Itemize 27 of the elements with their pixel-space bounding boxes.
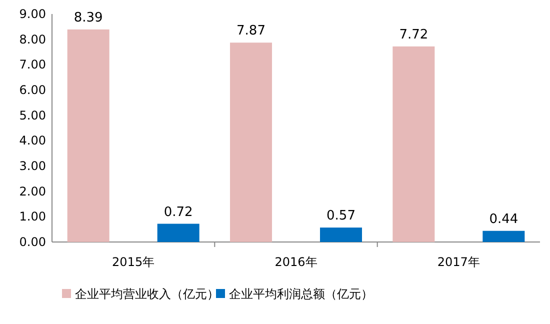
y-tick-label: 7.00	[19, 58, 46, 72]
y-tick-label: 9.00	[19, 7, 46, 21]
y-tick-label: 8.00	[19, 32, 46, 46]
bar	[320, 228, 362, 242]
bar	[392, 46, 435, 242]
x-tick-label: 2015年	[112, 255, 155, 269]
bar	[230, 42, 272, 242]
data-label: 0.72	[164, 204, 193, 220]
x-tick-label: 2016年	[274, 255, 318, 269]
y-tick-label: 4.00	[19, 134, 46, 148]
data-label: 7.87	[236, 24, 266, 39]
data-label: 0.44	[489, 212, 518, 227]
bar	[157, 224, 200, 242]
y-tick-label: 6.00	[19, 83, 46, 97]
y-tick-label: 5.00	[19, 108, 46, 122]
data-label: 8.39	[74, 10, 103, 26]
x-tick-label: 2017年	[437, 255, 480, 269]
y-tick-label: 2.00	[19, 184, 46, 198]
legend-label: 企业平均利润总额（亿元）	[229, 287, 373, 301]
y-tick-label: 3.00	[19, 159, 46, 173]
y-tick-label: 1.00	[19, 210, 46, 224]
data-label: 0.57	[326, 208, 356, 224]
bar	[67, 29, 110, 242]
y-tick-label: 0.00	[19, 235, 46, 249]
data-label: 7.72	[399, 27, 428, 42]
legend-label: 企业平均营业收入（亿元）	[75, 287, 219, 301]
bar	[482, 230, 525, 242]
